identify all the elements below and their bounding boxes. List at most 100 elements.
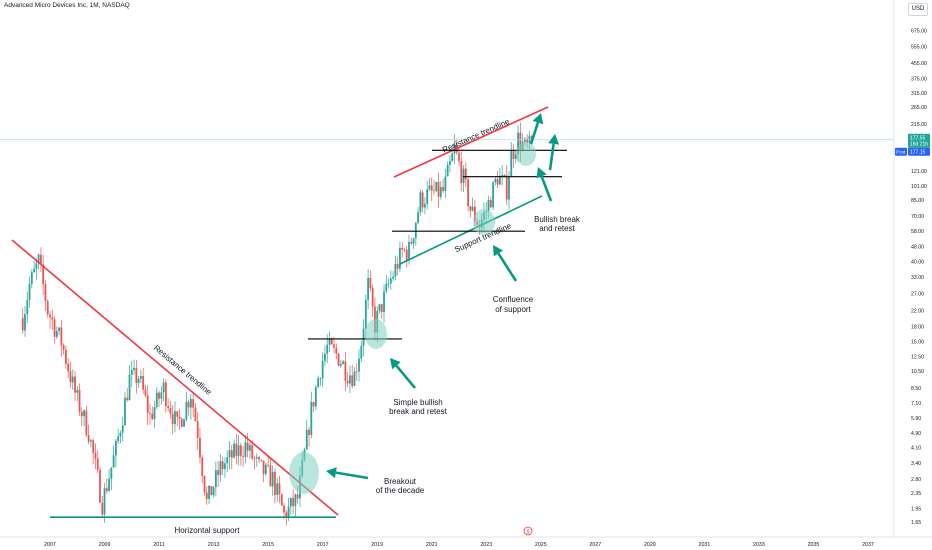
candle: [255, 453, 258, 467]
candle-body: [160, 392, 163, 399]
candle-body: [251, 444, 254, 459]
candle: [114, 438, 117, 468]
candle-body: [171, 413, 174, 425]
candle: [444, 168, 447, 198]
candle-body: [24, 314, 26, 331]
candle-body: [80, 411, 83, 417]
x-tick-label: 2023: [480, 542, 492, 548]
candle: [505, 164, 508, 206]
candle-body: [467, 179, 469, 207]
candle-body: [492, 182, 494, 208]
candle-body: [126, 397, 129, 401]
candle-body: [78, 389, 81, 412]
post-price-bg: [908, 147, 930, 156]
candle-body: [74, 376, 76, 393]
candle: [35, 258, 38, 280]
candle-body: [499, 176, 501, 185]
candle-body: [62, 345, 65, 350]
candle: [226, 450, 229, 473]
x-tick-label: 2027: [589, 542, 601, 548]
candle-body: [417, 212, 419, 223]
candle: [69, 361, 72, 388]
candle: [199, 427, 201, 464]
y-tick-label: 121.00: [911, 169, 927, 175]
candle: [83, 409, 85, 427]
candle-body: [178, 416, 181, 419]
event-marker-icon[interactable]: §: [523, 526, 533, 536]
candle-body: [310, 401, 313, 436]
arrow-shaft: [395, 364, 416, 389]
highlight-circle: [473, 209, 495, 235]
y-tick-label: 22.00: [911, 308, 924, 314]
candle-body: [321, 361, 324, 379]
candle-body: [442, 187, 444, 191]
candle: [237, 435, 240, 466]
candle: [251, 440, 254, 461]
annotation-arrow: [493, 245, 518, 282]
annotation-arrow: [536, 167, 553, 202]
symbol-title: Advanced Micro Devices Inc, 1M, NASDAQ: [4, 2, 130, 9]
candle-body: [217, 470, 220, 476]
candle: [344, 352, 347, 392]
candle-body: [101, 502, 104, 515]
support-trendline[interactable]: [399, 195, 543, 265]
candle: [269, 458, 272, 487]
candle-body: [508, 176, 510, 200]
annotation-arrow: [529, 113, 544, 145]
breakout-note-line1: Breakout: [384, 477, 417, 486]
candle: [337, 352, 340, 367]
y-tick-label: 7.10: [911, 401, 921, 407]
candle: [355, 363, 358, 381]
currency-button[interactable]: USD: [908, 3, 928, 16]
simple-bullish-note-line1: Simple bullish: [393, 398, 442, 407]
candle-body: [153, 407, 156, 419]
candle: [430, 177, 433, 202]
post-label-bg: [895, 147, 907, 156]
candle: [137, 376, 140, 388]
resistance-trendline-long[interactable]: [11, 239, 339, 516]
highlight-circle: [365, 319, 387, 349]
y-tick-label: 315.00: [911, 91, 927, 97]
candle: [230, 444, 233, 470]
candle-body: [274, 471, 276, 495]
candle: [40, 247, 42, 273]
y-tick-label: 27.00: [911, 292, 924, 298]
candle: [492, 180, 494, 211]
candle: [514, 150, 517, 164]
candle: [339, 360, 342, 369]
candle: [60, 320, 63, 357]
time-axis: 2007 2009 2011 2013 2015 2017 2019 2021 2023 2025…: [44, 542, 874, 548]
candle: [44, 280, 47, 312]
candle-body: [505, 175, 508, 200]
candle-body: [212, 487, 215, 496]
candle: [176, 410, 179, 426]
candle-body: [176, 411, 179, 417]
candle: [180, 417, 183, 428]
candle-body: [235, 443, 238, 456]
x-tick-label: 2031: [699, 542, 711, 548]
breakout-note-line2: of the decade: [376, 486, 425, 495]
y-tick-label: 4.10: [911, 446, 921, 452]
candle-body: [364, 299, 367, 329]
candle-body: [494, 179, 497, 183]
candle-body: [512, 150, 515, 159]
candle-body: [224, 463, 226, 470]
candle: [419, 189, 422, 216]
candle-body: [353, 371, 356, 386]
candle-body: [439, 187, 442, 197]
candle: [369, 270, 372, 292]
annotation-arrow: [548, 134, 560, 171]
x-tick-label: 2035: [808, 542, 820, 548]
candle-body: [233, 443, 235, 458]
resistance-trendline-upper[interactable]: [393, 106, 549, 178]
candle: [410, 237, 413, 246]
candle-body: [96, 458, 99, 470]
post-label: Post: [896, 150, 906, 155]
candle: [196, 412, 199, 450]
candle-body: [26, 300, 29, 315]
y-tick-label: 5.90: [911, 416, 921, 422]
candle: [242, 446, 245, 467]
y-tick-label: 375.00: [911, 77, 927, 83]
